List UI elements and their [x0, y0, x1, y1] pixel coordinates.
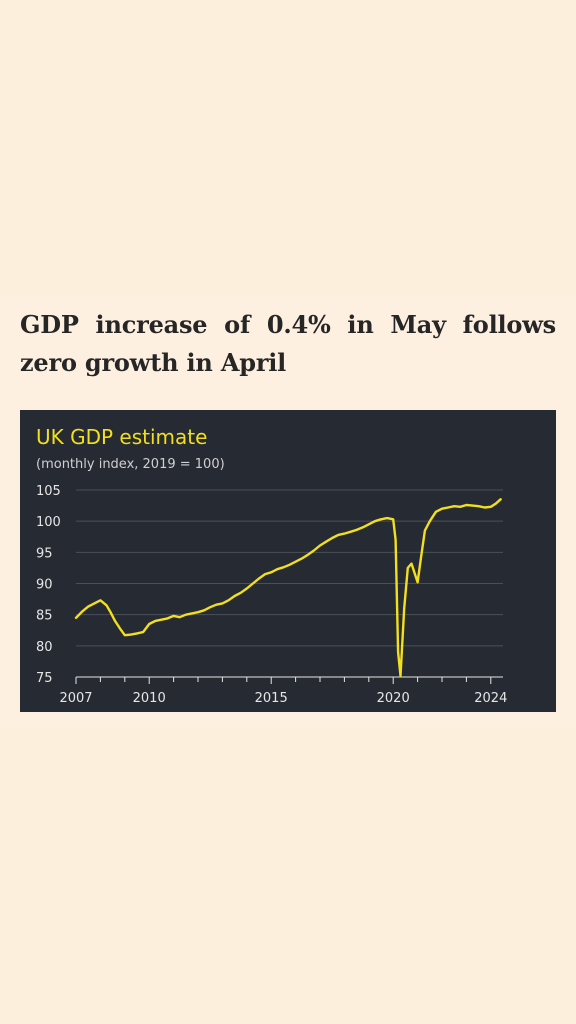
y-tick-label: 75 — [36, 671, 53, 686]
x-tick-label: 2024 — [474, 691, 507, 706]
y-tick-label: 105 — [36, 484, 61, 499]
y-tick-label: 95 — [36, 546, 53, 561]
chart-panel: UK GDP estimate (monthly index, 2019 = 1… — [20, 410, 556, 712]
y-tick-label: 90 — [36, 578, 53, 593]
chart-title: UK GDP estimate — [36, 425, 207, 449]
gdp-series-line — [74, 498, 502, 677]
chart-subtitle: (monthly index, 2019 = 100) — [36, 457, 225, 472]
headline: GDP increase of 0.4% in May follows zero… — [20, 310, 556, 377]
y-tick-label: 85 — [36, 609, 53, 624]
x-tick-label: 2015 — [255, 691, 288, 706]
y-tick-label: 80 — [36, 640, 53, 655]
gdp-line-chart: UK GDP estimate (monthly index, 2019 = 1… — [36, 425, 507, 706]
y-tick-label: 100 — [36, 515, 61, 530]
x-tick-label: 2010 — [133, 691, 166, 706]
x-tick-label: 2020 — [377, 691, 410, 706]
x-tick-label: 2007 — [59, 691, 92, 706]
